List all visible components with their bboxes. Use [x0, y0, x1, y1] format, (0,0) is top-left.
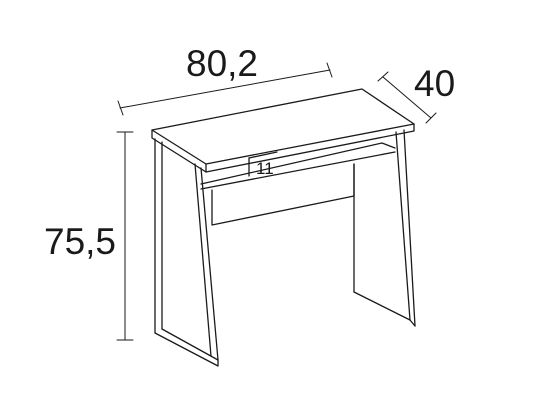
depth-label: 40	[414, 63, 455, 104]
right-side-panel	[353, 129, 416, 327]
width-dimension: 80,2	[117, 43, 333, 116]
desk-top	[151, 88, 415, 173]
height-dimension: 75,5	[44, 131, 134, 341]
shelf-height-label: 11	[256, 159, 274, 178]
depth-dimension: 40	[377, 63, 455, 124]
width-label: 80,2	[186, 43, 258, 84]
shelf: 11	[200, 142, 396, 226]
left-side-panel	[154, 138, 219, 367]
height-label: 75,5	[44, 221, 116, 262]
